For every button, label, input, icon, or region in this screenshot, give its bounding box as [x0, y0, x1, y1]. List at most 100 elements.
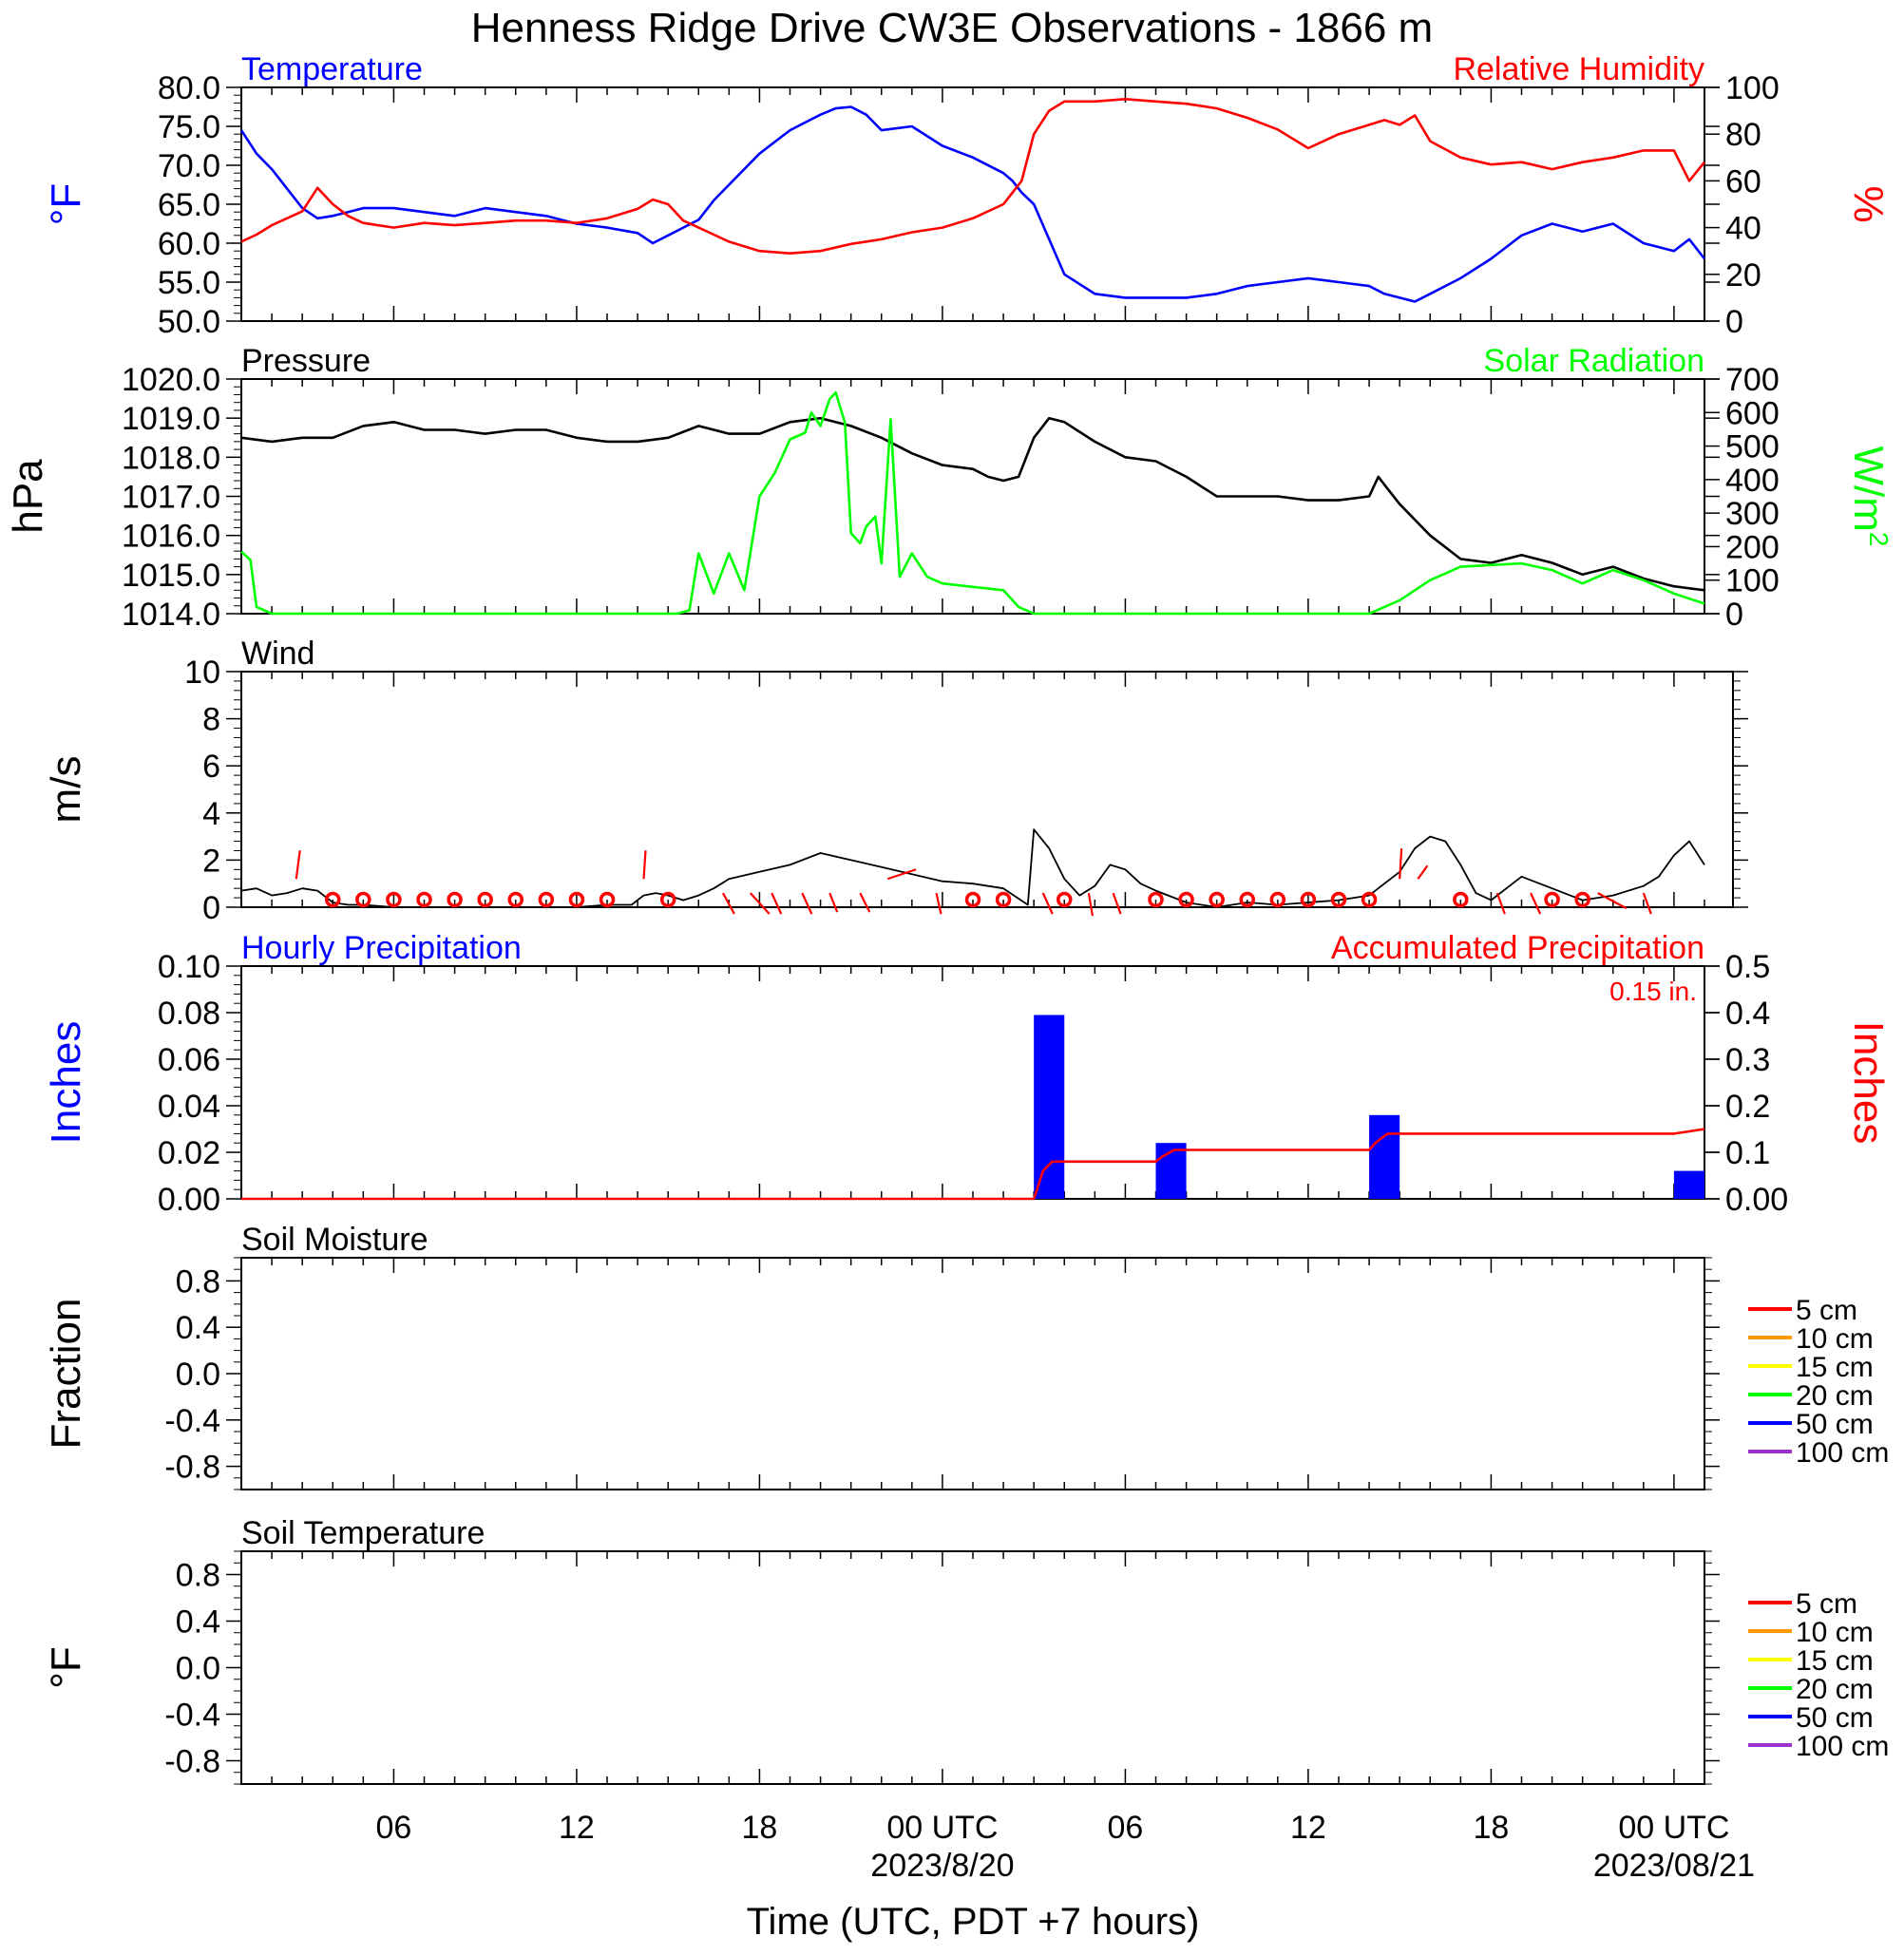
wind-barb	[1041, 892, 1054, 915]
calm-wind-marker	[1544, 891, 1560, 908]
series-line-accumulated-precipitation	[241, 1128, 1705, 1201]
calm-wind-marker	[1361, 891, 1378, 908]
calm-wind-marker	[355, 891, 371, 908]
y-right-tick-label: 20	[1725, 257, 1761, 294]
y-tick-label: 65.0	[158, 187, 220, 223]
y-tick-label: 0.0	[176, 1357, 220, 1393]
y-tick-label: 75.0	[158, 109, 220, 145]
y-tick-label: 0.10	[158, 949, 220, 985]
y-right-tick-label: 0	[1725, 304, 1743, 340]
y-right-tick-label: 700	[1725, 362, 1780, 398]
series-line-wind	[240, 828, 1705, 908]
panel-title-left: Wind	[241, 636, 314, 672]
figure-title: Henness Ridge Drive CW3E Observations - …	[471, 5, 1433, 51]
y-axis-label-left: m/s	[43, 756, 89, 824]
plot-frame	[240, 1257, 1705, 1490]
y-tick-label: 2	[202, 843, 220, 879]
y-axis-label-left: hPa	[5, 459, 51, 534]
y-right-tick-label: 500	[1725, 429, 1780, 465]
calm-wind-marker	[1269, 891, 1286, 908]
wind-barb	[1642, 892, 1652, 915]
y-tick-label: 80.0	[158, 70, 220, 106]
y-tick-label: -0.4	[164, 1403, 220, 1439]
y-tick-label: 0.8	[176, 1263, 220, 1300]
x-tick-label: 00 UTC	[886, 1810, 998, 1846]
legend-label: 10 cm	[1796, 1323, 1874, 1355]
legend-label: 15 cm	[1796, 1645, 1874, 1677]
panel-title-left: Temperature	[241, 51, 423, 87]
wind-barb	[1530, 892, 1542, 915]
y-tick-label: 55.0	[158, 265, 220, 301]
calm-wind-marker	[995, 891, 1012, 908]
x-axis-label: Time (UTC, PDT +7 hours)	[747, 1901, 1200, 1943]
legend-label: 10 cm	[1796, 1617, 1874, 1648]
calm-wind-marker	[1300, 891, 1317, 908]
panel-temp_rh: 80.075.070.065.060.055.050.0 100 80 60 40 20 0…	[43, 51, 1892, 340]
y-tick-label: 1018.0	[122, 440, 220, 476]
wind-barb	[1417, 864, 1429, 880]
wind-barb	[749, 892, 771, 915]
accum-total-annotation: 0.15 in.	[1609, 977, 1697, 1006]
legend-label: 15 cm	[1796, 1352, 1874, 1383]
panel-wind: 10 8 6 4 2 0 Wind m/s	[43, 636, 1748, 926]
panel-title-left: Hourly Precipitation	[241, 930, 522, 966]
y-right-tick-label: 0.1	[1725, 1135, 1770, 1171]
panel-title-right: Relative Humidity	[1453, 51, 1704, 87]
y-right-tick-label: 100	[1725, 70, 1780, 106]
wind-barb	[295, 850, 301, 880]
y-tick-label: 4	[202, 796, 220, 832]
calm-wind-marker	[386, 891, 402, 908]
panel-title-right: Solar Radiation	[1484, 343, 1704, 379]
y-axis-label-right: Inches	[1845, 1021, 1892, 1145]
plot-frame	[240, 378, 1705, 615]
x-tick-label: 06	[376, 1810, 412, 1846]
y-tick-label: 0.02	[158, 1135, 220, 1171]
calm-wind-marker	[964, 891, 981, 908]
plot-frame	[240, 671, 1734, 908]
y-tick-label: 1016.0	[122, 519, 220, 555]
legend-label: 50 cm	[1796, 1702, 1874, 1734]
calm-wind-marker	[1148, 891, 1164, 908]
x-tick-label: 12	[559, 1810, 595, 1846]
y-tick-label: 1015.0	[122, 558, 220, 594]
panel-soil_moisture: 0.8 0.4 0.0 -0.4 -0.8 Soil Moisture Fraction 5 …	[43, 1222, 1889, 1490]
y-tick-label: -0.4	[164, 1698, 220, 1734]
wind-barb	[886, 868, 917, 881]
calm-wind-marker	[1057, 891, 1073, 908]
series-line-relative-humidity	[240, 98, 1706, 256]
legend-label: 5 cm	[1796, 1588, 1857, 1620]
legend-label: 20 cm	[1796, 1674, 1874, 1705]
panel-title-left: Soil Temperature	[241, 1515, 485, 1551]
y-tick-label: 0.0	[176, 1651, 220, 1687]
y-tick-label: 0.8	[176, 1558, 220, 1594]
y-tick-label: 0.4	[176, 1604, 220, 1641]
calm-wind-marker	[447, 891, 463, 908]
y-right-tick-label: 300	[1725, 496, 1780, 532]
y-tick-label: 50.0	[158, 304, 220, 340]
plot-frame	[240, 965, 1705, 1200]
y-axis-label-left: Inches	[43, 1021, 89, 1145]
wind-barb	[935, 892, 942, 915]
calm-wind-marker	[477, 891, 493, 908]
panel-title-right: Accumulated Precipitation	[1331, 930, 1704, 966]
calm-wind-marker	[1330, 891, 1347, 908]
y-right-tick-label: 40	[1725, 211, 1761, 247]
legend-label: 20 cm	[1796, 1380, 1874, 1412]
panel-precip: 0.10 0.08 0.06 0.04 0.02 0.00 0.5 0.4 0.3 0.2 0.1 0…	[43, 930, 1892, 1218]
calm-wind-marker	[659, 891, 676, 908]
x-tick-label: 12	[1290, 1810, 1326, 1846]
wind-barb	[1399, 848, 1403, 880]
y-tick-label: 10	[184, 655, 220, 691]
y-tick-label: 1019.0	[122, 401, 220, 437]
plot-frame	[240, 86, 1705, 322]
legend-label: 100 cm	[1796, 1437, 1889, 1469]
calm-wind-marker	[1239, 891, 1255, 908]
calm-wind-marker	[1453, 891, 1469, 908]
y-tick-label: 70.0	[158, 148, 220, 184]
x-tick-label: 00 UTC	[1618, 1810, 1729, 1846]
precip-bar	[1034, 1015, 1065, 1199]
legend-label: 100 cm	[1796, 1731, 1889, 1762]
calm-wind-marker	[416, 891, 432, 908]
precip-bar	[1369, 1114, 1400, 1199]
